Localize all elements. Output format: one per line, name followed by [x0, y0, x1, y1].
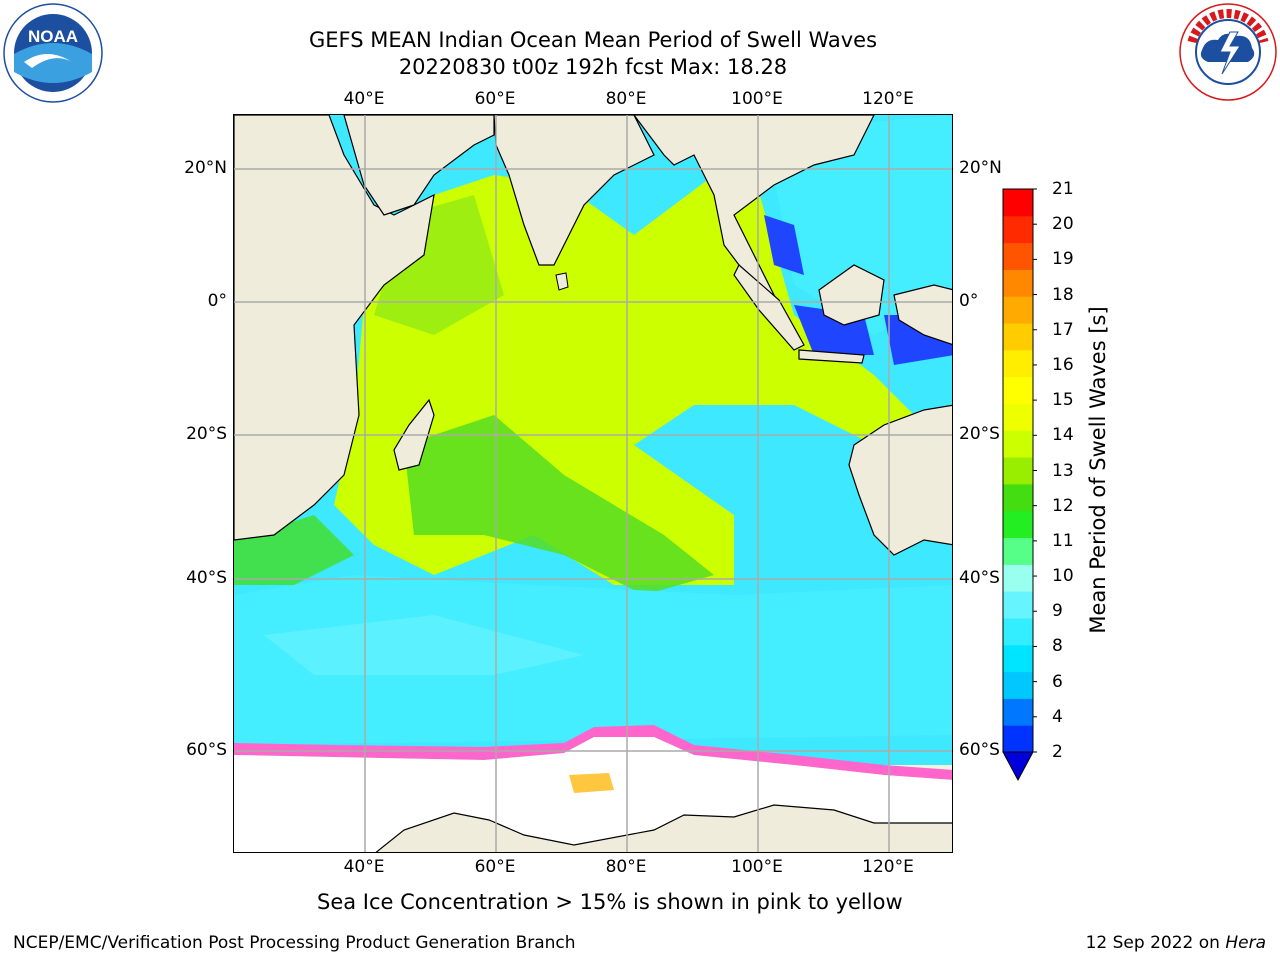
colorbar-segment: [1003, 215, 1033, 244]
colorbar-tick-label: 19: [1052, 249, 1074, 270]
borneo: [818, 264, 885, 326]
colorbar-segment: [1003, 698, 1033, 726]
colorbar-segment: [1003, 189, 1033, 217]
colorbar-tick-label: 8: [1052, 636, 1063, 657]
colorbar-segment: [1003, 671, 1033, 699]
colorbar-segment: [1003, 269, 1033, 297]
colorbar-tick-label: 4: [1052, 706, 1063, 727]
lon-tick-top: 100°E: [731, 89, 783, 109]
colorbar-tick-label: 14: [1052, 425, 1074, 446]
lon-tick-bottom: 40°E: [343, 857, 385, 877]
colorbar-tick-label: 16: [1052, 354, 1074, 375]
colorbar-segment: [1003, 242, 1033, 270]
colorbar-segment: [1003, 349, 1033, 378]
swell-mid-region: [264, 615, 584, 675]
colorbar-tick-label: 13: [1052, 460, 1074, 481]
colorbar-tick-label: 12: [1052, 495, 1074, 516]
footer-machine: Hera: [1225, 933, 1266, 953]
svg-text:NOAA: NOAA: [28, 27, 78, 46]
colorbar-tick-label: 10: [1052, 566, 1074, 587]
colorbar: [1002, 188, 1037, 782]
lat-tick-left: 0°: [207, 291, 227, 311]
lat-tick-left: 60°S: [186, 740, 227, 760]
lat-tick-right: 20°N: [959, 158, 1002, 178]
footer-date: 12 Sep 2022 on Hera: [1086, 933, 1266, 953]
colorbar-tick-label: 2: [1052, 742, 1063, 762]
sulawesi-papua: [893, 284, 952, 345]
map-area: [233, 114, 953, 853]
colorbar-segment: [1003, 591, 1033, 619]
colorbar-segment: [1003, 537, 1033, 565]
colorbar-segment: [1003, 403, 1033, 431]
colorbar-tick-label: 15: [1052, 390, 1074, 411]
colorbar-tick-label: 11: [1052, 530, 1074, 551]
sea-ice-edge: [234, 725, 952, 780]
colorbar-tick-label: 6: [1052, 671, 1063, 692]
colorbar-extend-arrow: [1002, 751, 1034, 782]
colorbar-segment: [1003, 430, 1033, 458]
colorbar-label: Mean Period of Swell Waves [s]: [1086, 306, 1110, 634]
ice-patch: [569, 773, 614, 793]
antarctica: [375, 804, 952, 852]
graticule: [234, 115, 952, 852]
lat-tick-left: 40°S: [186, 568, 227, 588]
swell-green-patches: [404, 415, 714, 595]
colorbar-segment: [1003, 617, 1033, 646]
colorbar-segment: [1003, 457, 1033, 485]
colorbar-tick-label: 18: [1052, 284, 1074, 305]
lon-tick-bottom: 120°E: [862, 857, 914, 877]
colorbar-tick-label: 21: [1052, 179, 1074, 199]
colorbar-segment: [1003, 483, 1033, 512]
nws-logo: [1178, 2, 1278, 102]
lon-tick-top: 40°E: [343, 89, 385, 109]
colorbar-segment: [1003, 296, 1033, 324]
colorbar-segment: [1003, 510, 1033, 539]
chart-title: GEFS MEAN Indian Ocean Mean Period of Sw…: [308, 28, 878, 52]
lon-tick-bottom: 100°E: [731, 857, 783, 877]
sri-lanka: [555, 272, 569, 291]
lon-tick-bottom: 60°E: [474, 857, 516, 877]
sea-ice-note: Sea Ice Concentration > 15% is shown in …: [317, 890, 903, 914]
java: [798, 349, 865, 364]
australia: [848, 404, 952, 556]
footer-credit: NCEP/EMC/Verification Post Processing Pr…: [13, 933, 576, 953]
lat-tick-right: 20°S: [959, 424, 1000, 444]
colorbar-segment: [1003, 644, 1033, 673]
lon-tick-top: 80°E: [605, 89, 647, 109]
lat-tick-left: 20°S: [186, 424, 227, 444]
colorbar-tick-label: 17: [1052, 319, 1074, 340]
colorbar-segment: [1003, 323, 1033, 351]
india: [493, 115, 655, 266]
lon-tick-top: 60°E: [474, 89, 516, 109]
colorbar-segment: [1003, 564, 1033, 592]
colorbar-tick-label: 20: [1052, 214, 1074, 235]
footer-date-text: 12 Sep 2022 on: [1085, 933, 1220, 953]
noaa-logo: NOAA: [2, 2, 104, 104]
colorbar-segment: [1003, 376, 1033, 404]
lon-tick-bottom: 80°E: [605, 857, 647, 877]
colorbar-tick-label: 9: [1052, 601, 1063, 622]
swell-lowest-region: [764, 215, 804, 275]
sumatra: [733, 264, 805, 351]
lat-tick-right: 0°: [959, 291, 979, 311]
lon-tick-top: 120°E: [862, 89, 914, 109]
chart-subtitle: 20220830 t00z 192h fcst Max: 18.28: [398, 55, 788, 79]
lat-tick-right: 40°S: [959, 568, 1000, 588]
swell-low-region: [774, 115, 952, 335]
africa: [234, 115, 435, 541]
lat-tick-left: 20°N: [184, 158, 227, 178]
lat-tick-right: 60°S: [959, 740, 1000, 760]
colorbar-segment: [1003, 725, 1033, 753]
